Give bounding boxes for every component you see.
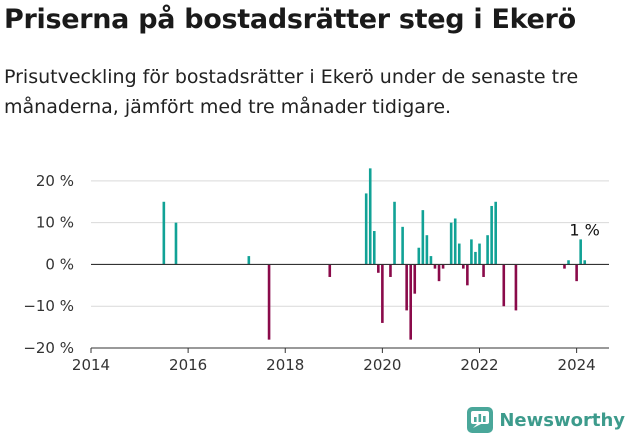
bar (470, 239, 473, 265)
bar (421, 210, 425, 265)
brand-logo: Newsworthy (467, 407, 625, 433)
bar (409, 264, 412, 340)
bar (466, 264, 469, 286)
bars (162, 168, 587, 340)
bar (563, 264, 566, 269)
bar (437, 264, 441, 282)
bar (453, 218, 457, 265)
bar (449, 222, 453, 265)
bar (247, 256, 251, 265)
bar (267, 264, 271, 340)
bar (413, 264, 417, 294)
bar-chart: 20 % 10 % 0 % −10 % −20 %2014 2016 2018 2020 202… (23, 168, 609, 370)
bar (429, 256, 433, 265)
bar (405, 264, 408, 311)
bar (425, 235, 429, 265)
x-tick-label: 2024 (558, 356, 596, 370)
bar (567, 260, 570, 265)
chart-subtitle: Prisutveckling för bostadsrätter i Ekerö… (4, 66, 579, 118)
x-tick-label: 2014 (72, 356, 110, 370)
bar (494, 201, 497, 265)
bar (514, 264, 518, 311)
bar (502, 264, 506, 307)
bar (174, 222, 178, 265)
bar (490, 205, 493, 265)
bar (393, 201, 396, 265)
bar (328, 264, 332, 277)
bar (372, 231, 376, 265)
brand-name: Newsworthy (499, 409, 625, 431)
bar (381, 264, 384, 323)
bar (457, 243, 461, 265)
bar (417, 247, 421, 265)
axes (90, 263, 609, 353)
y-tick-label: −20 % (23, 339, 74, 357)
bar (462, 264, 465, 269)
x-tick-label: 2020 (363, 356, 401, 370)
bar-value-label: 1 % (569, 220, 599, 239)
chart-title: Priserna på bostadsrätter steg i Ekerö (4, 4, 576, 35)
bar (482, 264, 485, 277)
bar (583, 260, 587, 265)
bar (575, 264, 578, 282)
bar (162, 201, 166, 265)
x-tick-label: 2018 (266, 356, 304, 370)
y-tick-label: 10 % (36, 214, 74, 232)
bar (377, 264, 380, 273)
bar (364, 193, 368, 265)
bar (433, 264, 437, 269)
x-tick-label: 2022 (460, 356, 498, 370)
bar (401, 226, 404, 265)
y-tick-label: 20 % (36, 172, 74, 190)
x-tick-label: 2016 (169, 356, 207, 370)
bar (474, 251, 477, 265)
y-tick-label: −10 % (23, 297, 74, 315)
bar (389, 264, 392, 277)
y-tick-label: 0 % (45, 255, 74, 273)
bar (368, 168, 372, 265)
bar (486, 235, 489, 265)
bar (441, 264, 445, 269)
bar (478, 243, 481, 265)
bar (579, 239, 582, 265)
labels: 20 % 10 % 0 % −10 % −20 %2014 2016 2018 2020 202… (23, 172, 600, 370)
newsworthy-logo-icon (467, 407, 494, 433)
